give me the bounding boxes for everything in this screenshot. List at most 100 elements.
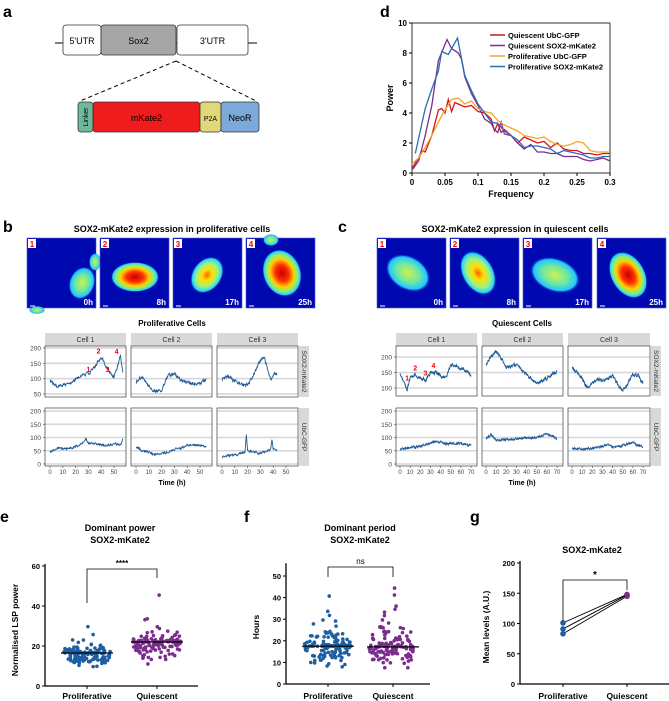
scatter-point bbox=[401, 626, 406, 631]
timepoint-marker: 1 bbox=[405, 375, 409, 382]
scatter-point bbox=[405, 655, 410, 660]
y-tick-label: 4 bbox=[403, 109, 408, 118]
scatter-point bbox=[382, 629, 386, 634]
panel-label-g: g bbox=[470, 509, 480, 526]
expression-trace bbox=[49, 436, 124, 453]
nucleus-signal bbox=[385, 254, 431, 292]
x-tick-label: 20 bbox=[417, 470, 424, 476]
y-tick-label: 150 bbox=[502, 589, 515, 598]
panel-label-f: f bbox=[244, 509, 250, 526]
data-point-proliferative bbox=[560, 626, 566, 632]
data-point-proliferative bbox=[560, 620, 566, 626]
scatter-point bbox=[311, 622, 316, 626]
panel-border bbox=[44, 345, 127, 398]
scatter-point bbox=[91, 632, 95, 637]
panel-background bbox=[131, 346, 212, 397]
scatter-point bbox=[406, 665, 410, 670]
x-axis-label: Time (h) bbox=[158, 480, 185, 487]
x-tick-label: 40 bbox=[609, 470, 616, 476]
scatter-point bbox=[312, 641, 317, 645]
facet-strip bbox=[396, 333, 477, 346]
scatter-point bbox=[394, 604, 398, 608]
panel-label-d: d bbox=[380, 4, 390, 21]
y-tick-label: 50 bbox=[273, 572, 281, 581]
gene-box-label: Sox2 bbox=[128, 36, 149, 46]
frame-number: 3 bbox=[176, 240, 181, 249]
panel-border bbox=[395, 407, 478, 467]
micrograph-2: 2 8h bbox=[449, 237, 520, 309]
facet-panel bbox=[44, 345, 127, 398]
facet-strip-label: Cell 1 bbox=[77, 337, 95, 344]
y-tick-label: 200 bbox=[30, 409, 41, 416]
scatter-point bbox=[335, 638, 340, 643]
x-tick-label: 10 bbox=[145, 470, 152, 476]
timepoint-marker: 2 bbox=[97, 348, 101, 355]
scatter-point bbox=[66, 657, 71, 661]
scatter-point bbox=[157, 626, 162, 631]
facet-panel bbox=[481, 407, 564, 467]
significance-bracket bbox=[86, 568, 158, 603]
facet-strip bbox=[217, 333, 298, 346]
scatter-point bbox=[347, 652, 351, 657]
scatter-point bbox=[158, 655, 162, 660]
category-label: Proliferative bbox=[303, 691, 352, 701]
chart-title: Dominant power bbox=[85, 523, 156, 533]
scatter-point bbox=[375, 654, 380, 658]
scatter-point bbox=[177, 634, 182, 638]
insert-box-label: mKate2 bbox=[131, 113, 162, 123]
x-tick-label: 20 bbox=[589, 470, 596, 476]
scatter-point bbox=[91, 664, 95, 669]
scatter-point bbox=[150, 645, 154, 650]
scatter-point bbox=[70, 638, 75, 642]
facet-panel bbox=[567, 345, 651, 397]
timepoint-marker: 1 bbox=[86, 367, 90, 374]
scatter-point bbox=[397, 634, 402, 639]
x-tick-label: 50 bbox=[619, 470, 626, 476]
scatter-point bbox=[91, 657, 95, 662]
x-tick-label: 30 bbox=[599, 470, 606, 476]
scatter-point bbox=[107, 653, 112, 657]
scatter-point bbox=[177, 648, 182, 652]
frame-time: 17h bbox=[225, 298, 239, 307]
y-tick-label: 100 bbox=[502, 620, 515, 629]
row-strip bbox=[299, 408, 309, 466]
x-tick-label: 10 bbox=[231, 470, 238, 476]
y-tick-label: 150 bbox=[30, 422, 41, 429]
scatter-point bbox=[160, 643, 165, 647]
scatter-point bbox=[333, 636, 337, 640]
scatter-point bbox=[310, 653, 315, 658]
scatter-point bbox=[143, 647, 148, 652]
gene-box-label: 3'UTR bbox=[200, 36, 226, 46]
row-strip-label: SOX2-mKate2 bbox=[300, 351, 307, 393]
micrograph-4: 4 25h bbox=[596, 237, 667, 309]
scatter-point bbox=[339, 658, 343, 663]
y-tick-label: 50 bbox=[507, 650, 515, 659]
scatter-point bbox=[67, 647, 72, 651]
scatter-point bbox=[159, 650, 163, 654]
y-tick-label: 200 bbox=[381, 355, 392, 362]
row-strip bbox=[651, 408, 661, 466]
facet-panel bbox=[481, 345, 564, 397]
scatter-point bbox=[326, 650, 331, 655]
scatter-point bbox=[382, 613, 387, 618]
facet-panel bbox=[44, 407, 127, 467]
scatter-point bbox=[370, 632, 375, 637]
scatter-point bbox=[143, 617, 147, 622]
frame-number: 3 bbox=[526, 240, 531, 249]
scatter-point bbox=[406, 652, 411, 656]
scatter-point bbox=[308, 633, 313, 638]
y-tick-label: 100 bbox=[381, 435, 392, 442]
y-tick-label: 200 bbox=[30, 345, 41, 352]
facet-panel bbox=[130, 345, 213, 398]
scatter-point bbox=[141, 656, 145, 660]
scatter-point bbox=[166, 648, 171, 653]
y-tick-label: 6 bbox=[403, 79, 408, 88]
scatter-point bbox=[392, 639, 396, 643]
power-curve-proliferative-ubc-gfp bbox=[411, 97, 610, 165]
scatter-point bbox=[86, 659, 91, 664]
facet-panel bbox=[216, 345, 299, 398]
category-label: Proliferative bbox=[62, 691, 111, 701]
chart-title: Dominant period bbox=[324, 523, 396, 533]
scatter-point bbox=[305, 648, 309, 653]
facet-strip bbox=[45, 333, 126, 346]
